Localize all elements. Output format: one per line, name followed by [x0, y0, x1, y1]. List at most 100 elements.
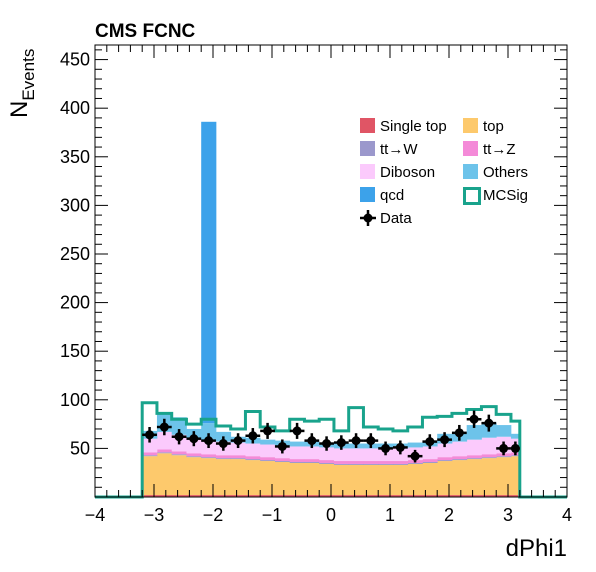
- bar-diboson-20: [437, 443, 453, 458]
- legend-swatch-single-top: [360, 118, 375, 133]
- y-axis-label-main: N: [6, 101, 33, 118]
- bar-diboson-17: [392, 448, 409, 462]
- bar-top-15: [363, 464, 379, 496]
- bar-diboson-6: [230, 442, 246, 456]
- bar-diboson-15: [363, 448, 379, 462]
- bar-diboson-11: [304, 446, 320, 460]
- x-tick-label: −2: [203, 505, 224, 525]
- y-tick-label: 300: [60, 195, 90, 215]
- bar-top-23: [481, 458, 497, 496]
- data-point-24: [499, 443, 509, 453]
- y-axis-label: NEvents: [6, 49, 38, 118]
- data-point-7: [248, 431, 258, 441]
- bar-others-22: [466, 425, 482, 440]
- bar-single-top-12: [319, 495, 335, 497]
- bar-top-12: [319, 463, 335, 496]
- bar-diboson-12: [319, 447, 335, 461]
- bar-others-18: [407, 442, 423, 448]
- bar-top-9: [274, 462, 291, 496]
- legend-swatch-tt-z: [463, 141, 478, 156]
- data-point-18: [410, 451, 420, 461]
- bar-single-top-13: [333, 495, 350, 497]
- bar-diboson-1: [156, 431, 173, 450]
- bar-top-21: [451, 460, 468, 496]
- data-point-19: [425, 437, 435, 447]
- bar-single-top-15: [363, 495, 379, 497]
- bar-top-18: [407, 463, 423, 496]
- x-tick-label: 0: [326, 505, 336, 525]
- bar-others-2: [171, 417, 187, 435]
- bar-tt-w-5: [215, 458, 232, 460]
- bar-tt-z-19: [422, 459, 438, 463]
- bar-tt-w-1: [156, 452, 173, 454]
- data-point-14: [351, 436, 361, 446]
- data-point-11: [307, 436, 317, 446]
- bar-tt-z-9: [274, 458, 291, 462]
- bar-tt-w-22: [466, 458, 482, 460]
- data-point-20: [440, 435, 450, 445]
- bar-single-top-20: [437, 495, 453, 497]
- bar-top-20: [437, 461, 453, 496]
- legend-swatch-others: [463, 164, 478, 179]
- bar-top-8: [260, 461, 276, 496]
- chart-title: CMS FCNC: [95, 21, 196, 42]
- bar-single-top-11: [304, 495, 320, 497]
- bar-tt-z-3: [186, 453, 202, 457]
- bar-top-2: [171, 455, 187, 496]
- bar-single-top-3: [186, 495, 202, 497]
- bar-diboson-0: [142, 438, 158, 453]
- x-tick-label: 1: [385, 505, 395, 525]
- bar-single-top-7: [245, 495, 261, 497]
- legend-swatch-top: [463, 118, 478, 133]
- bar-tt-w-15: [363, 463, 379, 465]
- bar-diboson-22: [466, 439, 482, 456]
- x-tick-label: 3: [503, 505, 513, 525]
- bar-tt-z-15: [363, 461, 379, 464]
- bar-tt-w-9: [274, 461, 291, 463]
- legend-label-mcsig: MCSig: [483, 187, 528, 204]
- bar-top-3: [186, 457, 202, 496]
- bar-diboson-8: [260, 444, 276, 458]
- bar-top-19: [422, 462, 438, 496]
- x-axis-label: dPhi1: [506, 535, 567, 562]
- data-point-21: [454, 428, 464, 438]
- bar-tt-w-2: [171, 454, 187, 456]
- bar-top-16: [378, 464, 394, 496]
- bar-single-top-23: [481, 495, 497, 497]
- bar-top-6: [230, 459, 246, 496]
- bar-single-top-5: [215, 495, 232, 497]
- data-point-23: [484, 418, 494, 428]
- legend-label-single-top: Single top: [380, 118, 447, 135]
- x-tick-label: 2: [444, 505, 454, 525]
- y-tick-label: 200: [60, 293, 90, 313]
- data-point-4: [204, 436, 214, 446]
- bar-top-14: [348, 464, 364, 496]
- bar-tt-z-12: [319, 460, 335, 463]
- bar-diboson-10: [289, 446, 305, 460]
- bar-others-8: [260, 439, 276, 445]
- legend-swatch-tt-w: [360, 141, 375, 156]
- bar-tt-z-13: [333, 461, 350, 464]
- bar-others-25: [510, 433, 521, 439]
- bar-single-top-17: [392, 495, 409, 497]
- legend-label-diboson: Diboson: [380, 164, 435, 181]
- data-point-25: [510, 443, 520, 453]
- data-point-17: [395, 442, 405, 452]
- bar-top-13: [333, 464, 350, 496]
- bar-tt-w-25: [510, 455, 521, 457]
- bar-tt-z-14: [348, 461, 364, 464]
- y-tick-label: 450: [60, 50, 90, 70]
- legend-swatch-diboson: [360, 164, 375, 179]
- y-tick-label: 250: [60, 244, 90, 264]
- y-tick-label: 100: [60, 390, 90, 410]
- bar-single-top-9: [274, 495, 291, 497]
- x-tick-label: 4: [562, 505, 572, 525]
- bar-top-0: [142, 456, 158, 496]
- bar-top-25: [510, 456, 521, 496]
- bar-tt-z-20: [437, 457, 453, 461]
- bar-tt-w-6: [230, 458, 246, 460]
- bar-top-4: [201, 458, 217, 496]
- bar-tt-z-16: [378, 461, 394, 464]
